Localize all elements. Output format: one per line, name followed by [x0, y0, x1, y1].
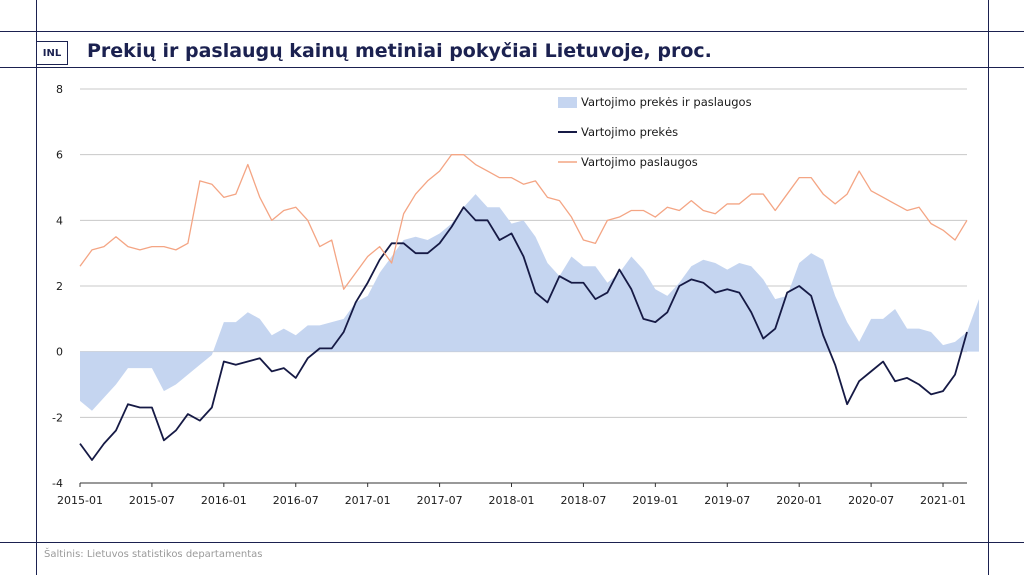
- line-series-services: [79, 154, 968, 290]
- axis-layer: -4 -2 0 2 4 6 8 2015-01 2015-07 2016-01 2016-07 201…: [52, 83, 967, 507]
- frame-header-line: [0, 67, 1024, 68]
- page-title: Prekių ir paslaugų kainų metiniai pokyči…: [87, 40, 712, 62]
- x-tick-label: 2021-01: [920, 494, 966, 507]
- x-tick-label: 2015-01: [57, 494, 103, 507]
- y-tick-label: 4: [56, 214, 63, 227]
- legend: Vartojimo prekės ir paslaugos Vartojimo p…: [558, 95, 752, 169]
- area-layer: [80, 194, 979, 411]
- frame-top-line: [0, 31, 1024, 32]
- legend-swatch-goods-and-services: [558, 97, 577, 108]
- y-tick-label: 2: [56, 280, 63, 293]
- x-tick-label: 2018-07: [560, 494, 606, 507]
- y-tick-label: -2: [52, 411, 63, 424]
- y-tick-label: 8: [56, 83, 63, 96]
- legend-label: Vartojimo paslaugos: [581, 155, 698, 169]
- y-tick-label: -4: [52, 477, 63, 490]
- x-tick-label: 2019-01: [632, 494, 678, 507]
- source-note: Šaltinis: Lietuvos statistikos departame…: [44, 549, 263, 560]
- x-tick-label: 2020-01: [776, 494, 822, 507]
- x-tick-label: 2018-01: [489, 494, 535, 507]
- logo: INL: [36, 41, 68, 65]
- y-tick-label: 6: [56, 149, 63, 162]
- x-tick-label: 2015-07: [129, 494, 175, 507]
- x-tick-label: 2016-01: [201, 494, 247, 507]
- frame-bottom-line: [0, 542, 1024, 543]
- frame-left-line: [36, 0, 37, 575]
- line-series-goods: [79, 206, 968, 461]
- x-tick-label: 2017-01: [345, 494, 391, 507]
- legend-label: Vartojimo prekės ir paslaugos: [581, 95, 752, 109]
- y-tick-label: 0: [56, 346, 63, 359]
- frame-right-line: [988, 0, 989, 575]
- x-tick-label: 2017-07: [417, 494, 463, 507]
- x-tick-label: 2016-07: [273, 494, 319, 507]
- legend-label: Vartojimo prekės: [581, 125, 678, 139]
- line-layer: [79, 154, 968, 461]
- area-series-goods-and-services: [80, 194, 979, 411]
- x-tick-label: 2020-07: [848, 494, 894, 507]
- x-tick-label: 2019-07: [704, 494, 750, 507]
